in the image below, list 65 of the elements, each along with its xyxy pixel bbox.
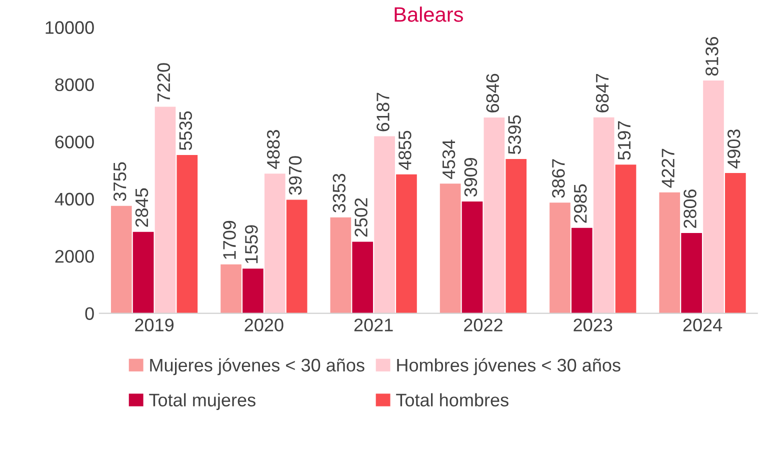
bar <box>352 242 374 314</box>
y-tick-label: 8000 <box>55 78 94 92</box>
data-label: 3867 <box>552 159 565 198</box>
data-label: 3909 <box>464 158 478 197</box>
bar <box>725 173 746 314</box>
bar <box>374 136 395 314</box>
legend-label: Total mujeres <box>149 393 256 410</box>
bar <box>462 201 483 314</box>
data-label: 4227 <box>662 148 674 188</box>
x-tick-label: 2022 <box>464 318 502 332</box>
chart-title: Balears <box>394 6 463 22</box>
y-tick-label: 4000 <box>54 192 94 206</box>
data-label: 1709 <box>223 220 236 259</box>
x-tick-label: 2019 <box>135 318 174 332</box>
bar <box>440 184 461 314</box>
y-tick-label: 0 <box>85 307 94 320</box>
y-tick-label: 6000 <box>55 136 94 148</box>
data-label: 6847 <box>596 74 609 112</box>
bar <box>484 117 505 314</box>
bar <box>242 268 264 314</box>
data-label: 2502 <box>354 198 368 237</box>
bar <box>703 80 724 314</box>
bar <box>681 233 702 314</box>
bar <box>506 158 527 314</box>
data-label: 4534 <box>442 140 456 179</box>
data-label: 3970 <box>288 156 302 195</box>
data-label: 5197 <box>618 121 631 160</box>
bar <box>396 174 417 314</box>
legend-label: Mujeres jóvenes < 30 años <box>150 358 364 376</box>
bar <box>571 228 592 314</box>
bar <box>110 206 132 314</box>
bar <box>154 106 176 314</box>
bar <box>220 264 242 314</box>
data-label: 2806 <box>684 189 696 228</box>
data-label: 4883 <box>266 130 280 170</box>
x-tick-label: 2021 <box>354 318 393 332</box>
legend-label: Total hombres <box>396 393 508 406</box>
x-tick-label: 2023 <box>574 318 612 332</box>
data-label: 5535 <box>179 111 192 150</box>
bar <box>550 202 570 314</box>
x-tick-label: 2020 <box>244 318 284 332</box>
bar <box>132 232 154 314</box>
data-label: 6187 <box>376 92 390 132</box>
bar <box>330 217 352 314</box>
data-label: 2845 <box>135 188 148 227</box>
y-tick-label: 2000 <box>55 250 94 263</box>
data-label: 5395 <box>508 115 521 154</box>
y-tick-label: 10000 <box>46 21 94 34</box>
data-label: 2985 <box>574 184 587 223</box>
bar <box>264 174 286 314</box>
data-label: 3755 <box>113 162 126 202</box>
data-label: 8136 <box>706 37 718 76</box>
data-label: 1559 <box>245 225 258 264</box>
data-label: 7220 <box>157 63 170 102</box>
legend-label: Hombres jóvenes < 30 años <box>397 358 620 376</box>
bar <box>593 117 614 314</box>
bar <box>176 154 198 314</box>
x-tick-label: 2024 <box>683 318 722 332</box>
bar <box>615 164 636 314</box>
bar <box>659 192 680 314</box>
data-label: 6846 <box>486 74 500 112</box>
data-label: 3353 <box>332 174 346 212</box>
data-label: 4855 <box>398 130 412 170</box>
bar <box>286 200 308 314</box>
data-label: 4903 <box>727 129 740 168</box>
